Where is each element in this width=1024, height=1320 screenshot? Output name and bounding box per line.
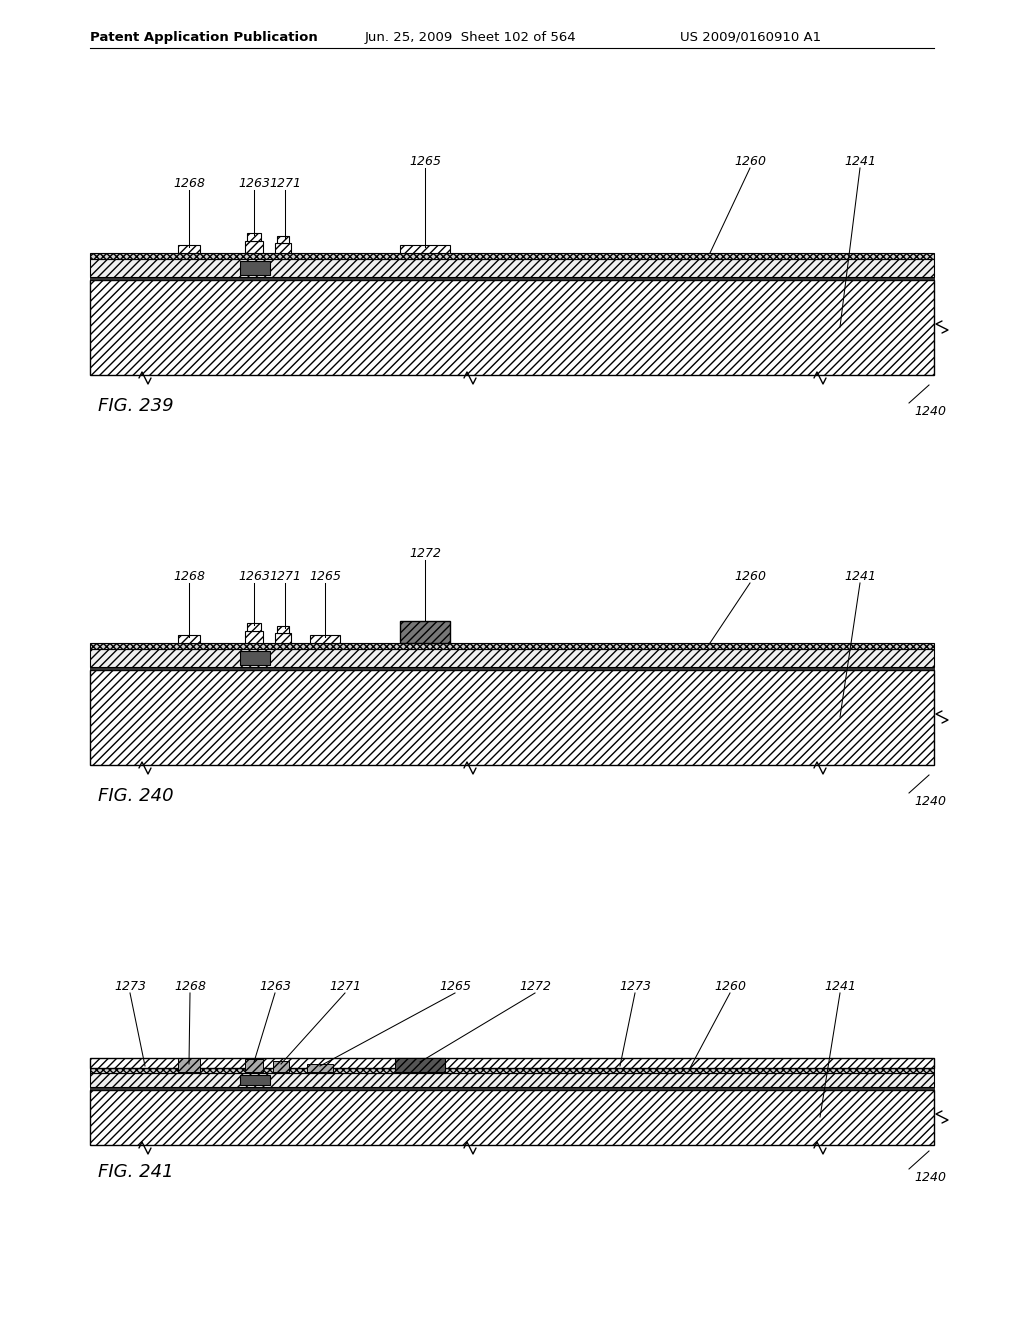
Text: 1240: 1240 [914,405,946,418]
Text: 1271: 1271 [329,979,361,993]
Text: FIG. 241: FIG. 241 [98,1163,174,1181]
Text: FIG. 240: FIG. 240 [98,787,174,805]
Bar [90,1090,934,1144]
Bar [90,667,934,671]
Bar [90,280,934,375]
Text: 1273: 1273 [114,979,146,993]
Text: 1240: 1240 [914,795,946,808]
Bar [90,259,934,277]
Bar [395,1059,445,1072]
Text: 1263: 1263 [238,177,270,190]
Bar [275,634,291,643]
Text: 1260: 1260 [714,979,746,993]
Bar [90,253,934,259]
Text: 1268: 1268 [174,979,206,993]
Text: 1272: 1272 [519,979,551,993]
Text: 1263: 1263 [238,570,270,583]
Text: 1241: 1241 [824,979,856,993]
Text: 1268: 1268 [173,570,205,583]
Bar [307,1064,333,1072]
Bar [247,623,261,631]
Bar [90,1059,934,1068]
Text: 1241: 1241 [844,154,876,168]
Text: 1241: 1241 [844,570,876,583]
Bar [240,651,270,665]
Bar [90,277,934,280]
Bar [90,1073,934,1086]
Bar [245,1059,263,1072]
Text: Patent Application Publication: Patent Application Publication [90,30,317,44]
Bar [245,242,263,253]
Bar [245,631,263,643]
Text: 1263: 1263 [259,979,291,993]
Bar [400,246,450,253]
Bar [178,635,200,643]
Bar [278,626,289,634]
Bar [178,246,200,253]
Text: Jun. 25, 2009  Sheet 102 of 564: Jun. 25, 2009 Sheet 102 of 564 [365,30,577,44]
Text: US 2009/0160910 A1: US 2009/0160910 A1 [680,30,821,44]
Text: 1265: 1265 [409,154,441,168]
Bar [273,1061,289,1072]
Text: 1271: 1271 [269,177,301,190]
Bar [90,643,934,649]
Bar [400,620,450,643]
Bar [90,1068,934,1073]
Text: 1265: 1265 [439,979,471,993]
Text: 1265: 1265 [309,570,341,583]
Bar [90,671,934,766]
Text: 1260: 1260 [734,154,766,168]
Text: 1271: 1271 [269,570,301,583]
Text: 1272: 1272 [409,546,441,560]
Text: 1273: 1273 [618,979,651,993]
Text: 1268: 1268 [173,177,205,190]
Text: 1240: 1240 [914,1171,946,1184]
Bar [90,1086,934,1090]
Bar [240,1074,270,1085]
Bar [240,261,270,275]
Bar [278,236,289,243]
Bar [90,649,934,667]
Bar [247,234,261,242]
Text: 1260: 1260 [734,570,766,583]
Bar [275,243,291,253]
Bar [178,1059,200,1072]
Bar [310,635,340,643]
Text: FIG. 239: FIG. 239 [98,397,174,414]
